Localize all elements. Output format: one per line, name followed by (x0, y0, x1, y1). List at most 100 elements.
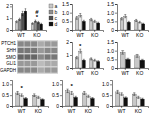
y-tick-label: 2 (66, 39, 69, 45)
panel: 00.51.0WTKO* (52, 81, 98, 114)
x-tick: KO (33, 30, 40, 38)
band (38, 54, 44, 59)
annotation: * (20, 85, 23, 91)
error-bar (35, 20, 37, 22)
series (70, 91, 90, 106)
bar (82, 93, 86, 106)
y-tick: 0.5 (2, 92, 12, 98)
error-bar (41, 99, 43, 100)
y-tick-label: 0 (6, 27, 9, 33)
bar (75, 58, 78, 68)
y-tick: 2 (6, 3, 12, 9)
y-tick-mark (115, 59, 117, 60)
y-tick: 1.0 (2, 81, 12, 87)
x-tick: WT (76, 68, 84, 76)
bar (75, 18, 78, 30)
figure: 012WTKO*#abcd00.51.01.5WTKO00.51.01.5WTK… (0, 0, 150, 114)
row-label: SMO (6, 55, 17, 60)
y-tick-label: 0.5 (102, 92, 109, 98)
x-tick: KO (136, 30, 143, 38)
band (24, 67, 30, 72)
x-tick: KO (91, 30, 98, 38)
y-tick-label: 0 (6, 103, 9, 109)
x-tick: WT (18, 106, 26, 114)
band (51, 67, 57, 72)
series (74, 96, 94, 106)
band (45, 48, 51, 53)
error-bar (94, 59, 96, 61)
axis-line (70, 5, 73, 31)
band (45, 67, 51, 72)
y-tick-label: 0 (111, 27, 114, 33)
error-bar (40, 23, 42, 25)
plot-area (120, 15, 145, 30)
y-tick: 1.5 (62, 1, 72, 7)
x-tick: KO (91, 68, 98, 76)
x-axis: WT KO (118, 30, 149, 38)
x-tick-label: KO (91, 70, 98, 76)
x-tick-label: WT (121, 32, 129, 38)
bar (124, 98, 128, 106)
series (124, 15, 142, 30)
row-label: GLI1 (6, 61, 16, 66)
series (24, 98, 44, 106)
series (120, 93, 140, 106)
bar (82, 21, 85, 30)
y-tick: 1 (66, 52, 72, 58)
band (18, 41, 24, 46)
y-tick: 1.0 (107, 10, 117, 16)
band (18, 61, 24, 66)
bar (86, 96, 90, 106)
x-tick: WT (17, 30, 25, 38)
y-tick-mark (60, 106, 62, 107)
panel: 00.51.01.5WTKO (107, 39, 148, 75)
y-tick-mark (10, 6, 12, 7)
y-tick-label: 0 (66, 27, 69, 33)
panel: 00.51.0WTKO (102, 81, 148, 114)
y-tick: 0.5 (107, 18, 117, 24)
y-tick-label: 0 (66, 65, 69, 71)
error-bar (25, 98, 27, 100)
band (51, 61, 57, 66)
band (38, 61, 44, 66)
error-bar (124, 15, 126, 18)
bar (18, 19, 21, 30)
series (120, 18, 138, 30)
bar (24, 11, 27, 30)
bar (90, 59, 93, 68)
series (66, 89, 86, 106)
x-tick-label: WT (76, 32, 84, 38)
y-tick-mark (70, 30, 72, 31)
bar (21, 13, 24, 30)
bar (37, 22, 40, 30)
bar (135, 20, 138, 30)
y-tick-mark (115, 51, 117, 52)
bar (31, 24, 34, 31)
error-bar (97, 61, 99, 63)
x-axis: WTKO (118, 68, 149, 76)
y-axis: 012 (6, 3, 12, 33)
x-axis: WT KO (13, 30, 47, 38)
y-tick: 0.5 (107, 56, 117, 62)
bar (120, 52, 125, 68)
bar (136, 97, 140, 106)
y-tick-label: 1.0 (107, 10, 114, 16)
error-bar (83, 91, 85, 94)
series (79, 14, 97, 30)
y-tick: 0 (6, 103, 12, 109)
band (24, 48, 30, 53)
x-tick: WT (68, 106, 76, 114)
x-tick: KO (85, 106, 92, 114)
bar (41, 100, 45, 107)
x-tick-label: WT (118, 108, 126, 114)
y-tick-mark (70, 13, 72, 14)
panel: 00.51.01.5WTKO (107, 1, 148, 37)
panel: PTCH1SHHSMOGLI1GAPDH (0, 40, 58, 74)
error-bar (25, 9, 27, 14)
bar (24, 98, 28, 106)
axis-line (10, 5, 13, 31)
y-tick: 1.0 (102, 81, 112, 87)
bar (91, 98, 95, 106)
error-bar (32, 23, 34, 25)
y-axis: 0 0.5 1.0 (2, 81, 12, 110)
